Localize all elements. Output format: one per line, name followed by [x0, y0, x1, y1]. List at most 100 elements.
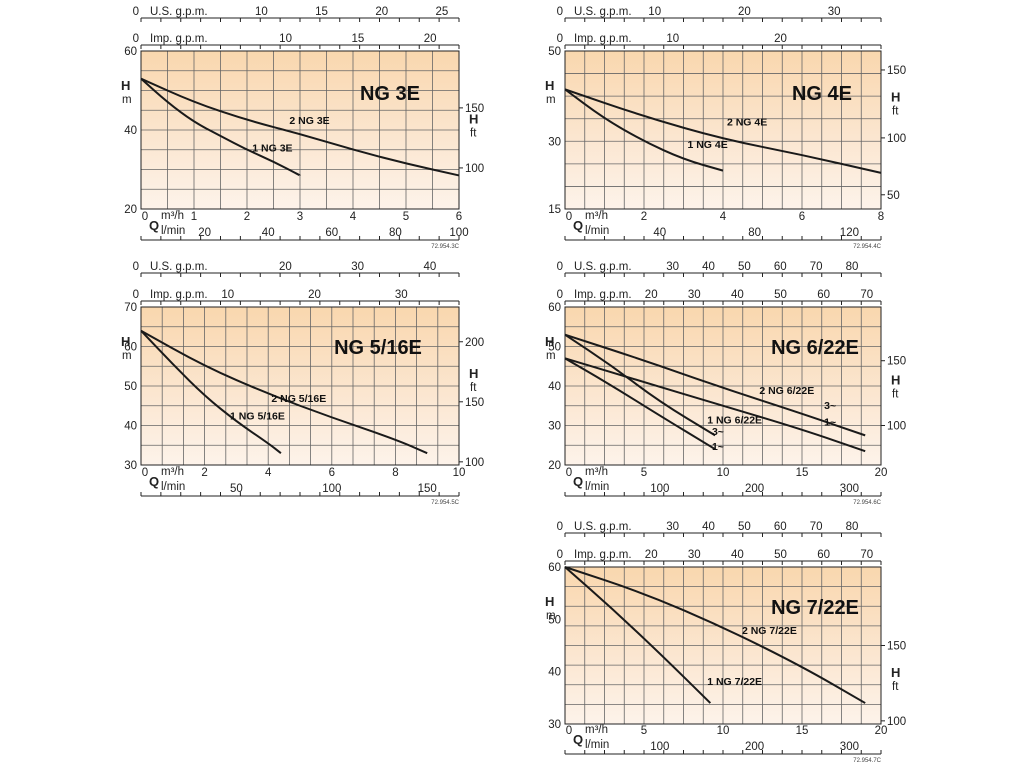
series-label: 1 NG 3E: [252, 143, 292, 155]
x-tick-label: 20: [875, 467, 888, 479]
series-line: [564, 357, 866, 453]
series-line: [564, 88, 724, 172]
chart-title: NG 4E: [792, 83, 852, 105]
y2-axis-symbol: H: [891, 90, 900, 105]
top-axis-tick-label: 10: [648, 6, 661, 18]
grid: [565, 567, 881, 724]
x-tick-label: 5: [403, 211, 409, 223]
x-tick-label: 15: [796, 467, 809, 479]
top-axis-tick-label: 0: [133, 289, 139, 301]
y-tick-label: 50: [124, 381, 137, 393]
y2-axis-symbol: H: [891, 372, 900, 387]
top-axis-tick-label: 0: [557, 289, 563, 301]
y2-tick-label: 150: [887, 356, 906, 368]
y-tick-label: 40: [124, 421, 137, 433]
top-axis-tick-label: 50: [774, 289, 787, 301]
y-tick-label: 50: [548, 46, 561, 58]
x-tick-label: 0: [142, 211, 148, 223]
series-end-label: 1~: [824, 417, 836, 429]
grid: [141, 51, 459, 209]
x2-tick-label: 120: [840, 227, 859, 239]
x2-tick-label: 40: [262, 227, 275, 239]
y-axis-unit: m: [122, 350, 132, 362]
top-axis-tick-label: 70: [810, 261, 823, 273]
series-line: [140, 329, 428, 455]
top-axis-tick-label: 10: [221, 289, 234, 301]
y-axis-symbol: H: [545, 78, 554, 93]
x2-tick-label: 100: [650, 483, 669, 495]
series-label: 1 NG 6/22E: [707, 415, 762, 427]
y-tick-label: 40: [548, 381, 561, 393]
top-axis-tick-label: 60: [774, 521, 787, 533]
plot-frame: [564, 306, 882, 466]
x2-axis-unit: l/min: [585, 225, 609, 237]
chart-code: 72.954.4C: [853, 244, 881, 250]
series-line: [564, 357, 716, 451]
plot-frame: [140, 50, 460, 210]
x-tick-label: 2: [244, 211, 250, 223]
top-axis-tick-label: 40: [731, 549, 744, 561]
top-axis-tick-label: 30: [666, 261, 679, 273]
y-axis-unit: m: [546, 350, 556, 362]
x-tick-label: 4: [720, 211, 727, 223]
top-axis-tick-label: 50: [738, 261, 751, 273]
x2-tick-label: 300: [840, 483, 859, 495]
x2-tick-label: 100: [322, 483, 341, 495]
y-tick-label: 40: [124, 125, 137, 137]
chart-code: 72.954.3C: [431, 244, 459, 250]
x-tick-label: 6: [329, 467, 335, 479]
top-axis-label: U.S. g.p.m.: [574, 6, 632, 18]
top-axis-label: Imp. g.p.m.: [574, 549, 632, 561]
top-axis-tick-label: 15: [351, 33, 364, 45]
grid: [565, 307, 881, 465]
chart-code: 72.954.6C: [853, 500, 881, 506]
x-tick-label: 0: [566, 467, 572, 479]
y2-tick-label: 150: [887, 641, 906, 653]
y-axis-unit: m: [546, 94, 556, 106]
chart-title: NG 7/22E: [771, 597, 859, 619]
y2-axis-unit: ft: [892, 681, 899, 693]
y-tick-label: 60: [124, 342, 137, 354]
top-axis-tick-label: 0: [133, 261, 139, 273]
x-tick-label: 10: [453, 467, 466, 479]
plot-frame: [140, 306, 460, 466]
x2-tick-label: 100: [650, 741, 669, 753]
chart-code: 72.954.7C: [853, 758, 881, 764]
series-line: [140, 330, 282, 454]
top-axis-tick-label: 40: [702, 521, 715, 533]
y2-tick-label: 100: [887, 421, 906, 433]
x-tick-label: 2: [641, 211, 647, 223]
x2-tick-label: 80: [748, 227, 761, 239]
top-axis-tick-label: 30: [688, 549, 701, 561]
x2-axis-unit: l/min: [585, 739, 609, 751]
x2-tick-label: 300: [840, 741, 859, 753]
x-tick-label: 0: [566, 211, 572, 223]
series-line: [140, 77, 460, 177]
top-axis-tick-label: 70: [860, 289, 873, 301]
x-tick-label: 15: [796, 725, 809, 737]
chart-title: NG 5/16E: [334, 337, 422, 359]
y-tick-label: 20: [124, 204, 137, 216]
chart-code: 72.954.5C: [431, 500, 459, 506]
top-axis-tick-label: 30: [351, 261, 364, 273]
top-axis-tick-label: 0: [133, 6, 139, 18]
x-axis-symbol: Q: [149, 218, 159, 233]
top-axis-tick-label: 70: [860, 549, 873, 561]
y2-tick-label: 100: [887, 716, 906, 728]
x-tick-label: 3: [297, 211, 303, 223]
y-tick-label: 60: [124, 46, 137, 58]
x-axis-unit: m³/h: [161, 466, 184, 478]
top-axis-tick-label: 0: [557, 33, 563, 45]
top-axis-tick-label: 0: [557, 261, 563, 273]
y-tick-label: 30: [548, 421, 561, 433]
top-axis-tick-label: 30: [395, 289, 408, 301]
x2-tick-label: 200: [745, 741, 764, 753]
top-axis-tick-label: 40: [731, 289, 744, 301]
y-tick-label: 15: [548, 204, 561, 216]
x-tick-label: 5: [641, 725, 647, 737]
x-tick-label: 6: [799, 211, 805, 223]
